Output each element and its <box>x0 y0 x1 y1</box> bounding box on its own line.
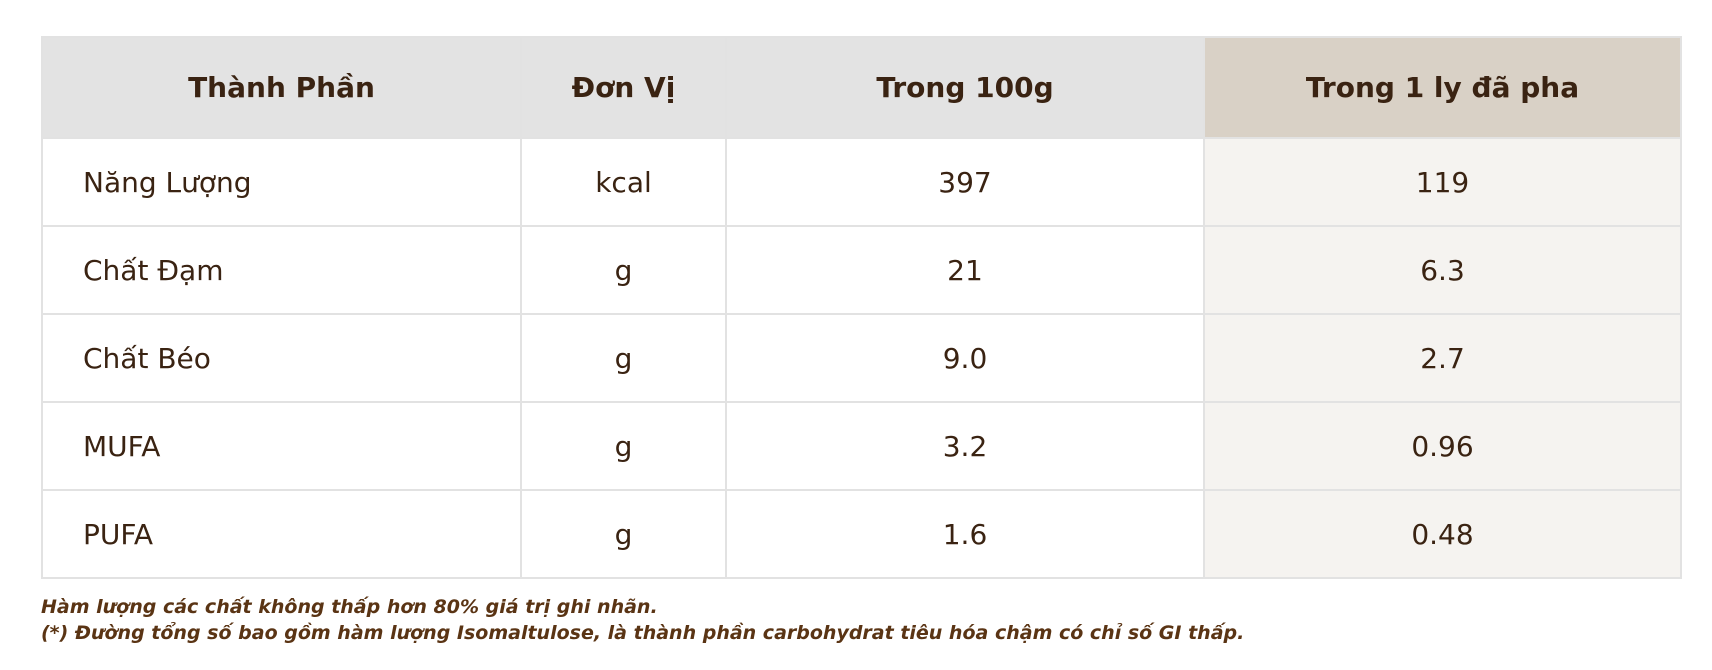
nutrition-table-wrap: Thành Phần Đơn Vị Trong 100g Trong 1 ly đã … <box>41 36 1682 579</box>
table-cell: 397 <box>725 137 1205 227</box>
table-cell: g <box>520 401 727 491</box>
table-cell: 21 <box>725 225 1205 315</box>
table-cell: 0.48 <box>1203 489 1682 579</box>
table-row: Chất Béo g 9.0 2.7 <box>41 313 1682 403</box>
table-cell: g <box>520 313 727 403</box>
table-cell: Chất Đạm <box>41 225 522 315</box>
table-cell: Năng Lượng <box>41 137 522 227</box>
table-cell: kcal <box>520 137 727 227</box>
table-cell: MUFA <box>41 401 522 491</box>
table-cell: 2.7 <box>1203 313 1682 403</box>
nutrition-table: Thành Phần Đơn Vị Trong 100g Trong 1 ly đã … <box>41 36 1682 579</box>
table-cell: PUFA <box>41 489 522 579</box>
table-cell: 3.2 <box>725 401 1205 491</box>
header-cell: Trong 100g <box>725 36 1205 139</box>
table-cell: Chất Béo <box>41 313 522 403</box>
table-cell: 1.6 <box>725 489 1205 579</box>
header-cell: Đơn Vị <box>520 36 727 139</box>
table-cell: 0.96 <box>1203 401 1682 491</box>
table-row: Chất Đạm g 21 6.3 <box>41 225 1682 315</box>
table-row: Năng Lượng kcal 397 119 <box>41 137 1682 227</box>
table-cell: g <box>520 489 727 579</box>
notes: Hàm lượng các chất không thấp hơn 80% gi… <box>41 594 1244 646</box>
table-body: Năng Lượng kcal 397 119 Chất Đạm g 21 6.3 Chất B… <box>41 137 1682 579</box>
note-line: Hàm lượng các chất không thấp hơn 80% gi… <box>41 596 658 618</box>
table-cell: g <box>520 225 727 315</box>
header-row: Thành Phần Đơn Vị Trong 100g Trong 1 ly đã … <box>41 36 1682 139</box>
note-line: (*) Đường tổng số bao gồm hàm lượng Isom… <box>41 622 1245 644</box>
table-cell: 9.0 <box>725 313 1205 403</box>
header-cell: Thành Phần <box>41 36 522 139</box>
table-row: PUFA g 1.6 0.48 <box>41 489 1682 579</box>
table-cell: 6.3 <box>1203 225 1682 315</box>
table-cell: 119 <box>1203 137 1682 227</box>
header-cell: Trong 1 ly đã pha <box>1203 36 1682 139</box>
table-row: MUFA g 3.2 0.96 <box>41 401 1682 491</box>
